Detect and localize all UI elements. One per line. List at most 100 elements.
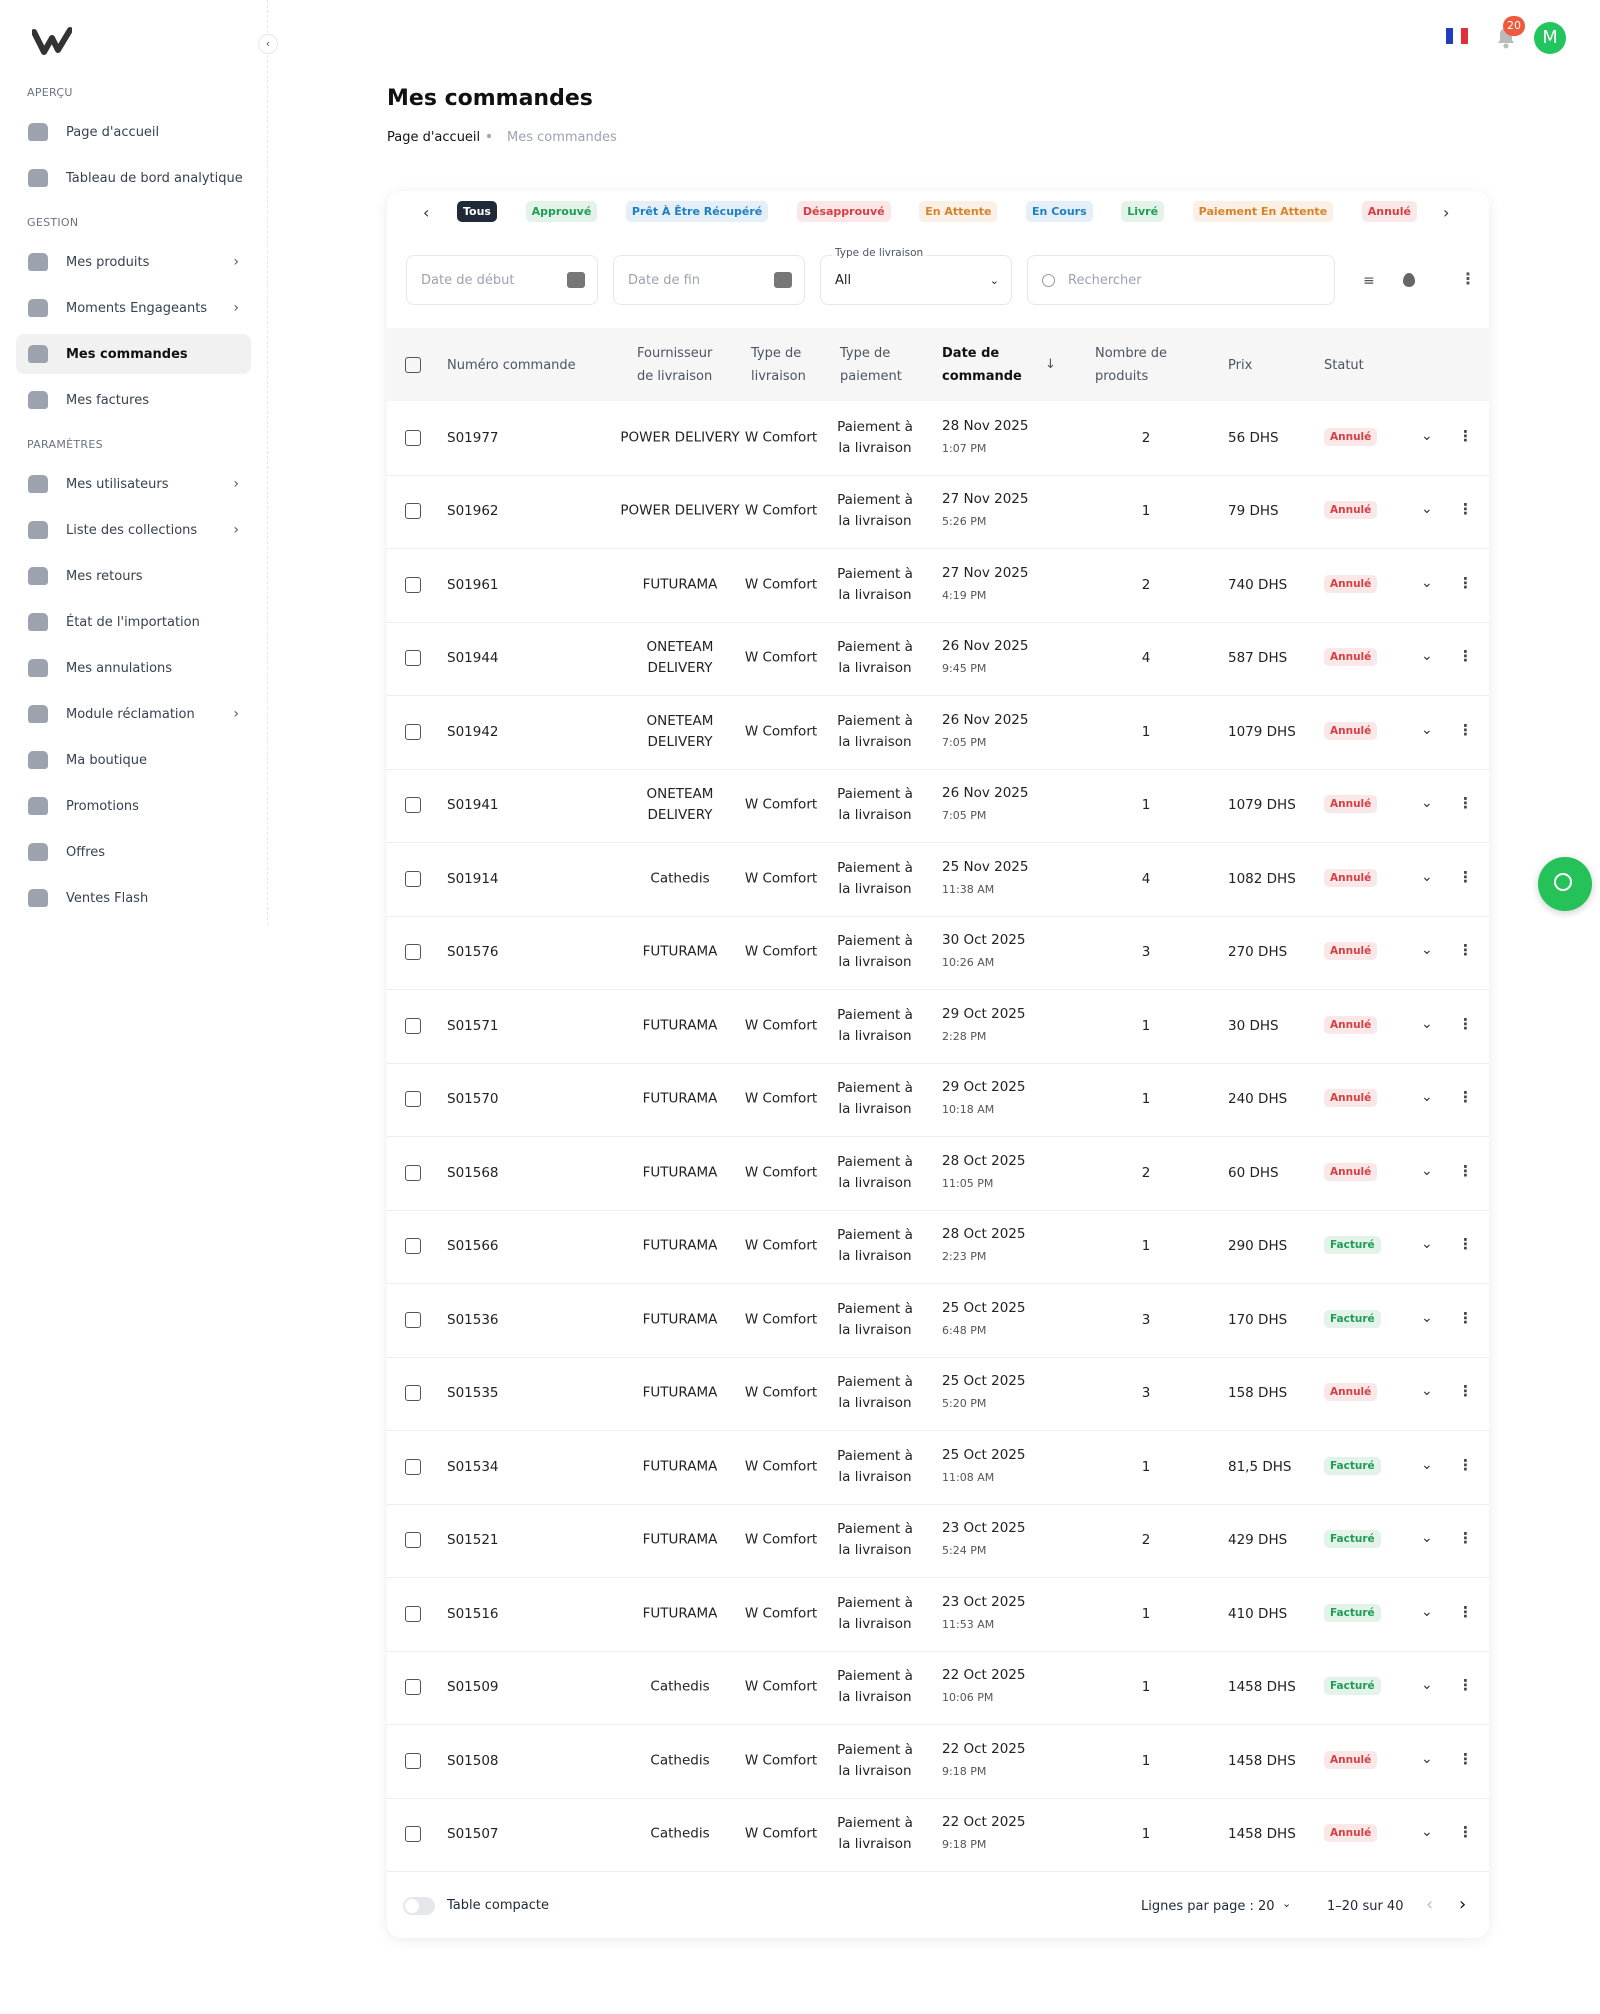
nav-item[interactable]: Page d'accueil	[16, 112, 251, 152]
expand-button[interactable]: ⌄	[1421, 574, 1433, 591]
row-menu[interactable]: ⋮	[1458, 500, 1473, 519]
row-checkbox[interactable]	[405, 1385, 421, 1402]
row-menu[interactable]: ⋮	[1458, 1161, 1473, 1180]
row-checkbox[interactable]	[405, 1605, 421, 1622]
start-date[interactable]: Date de début	[406, 255, 598, 305]
row-menu[interactable]: ⋮	[1458, 1602, 1473, 1621]
status-tab[interactable]: Livré	[1121, 201, 1165, 222]
status-tab[interactable]: Paiement En Attente	[1192, 201, 1334, 222]
language-flag[interactable]	[1446, 28, 1468, 44]
sort-button[interactable]: ≡	[1363, 273, 1375, 289]
status-tab[interactable]: En Attente	[919, 201, 998, 222]
row-menu[interactable]: ⋮	[1458, 1308, 1473, 1327]
row-menu[interactable]: ⋮	[1458, 1014, 1473, 1033]
column-header[interactable]: Type de livraison	[751, 346, 806, 384]
row-checkbox[interactable]	[405, 1017, 421, 1034]
row-menu[interactable]: ⋮	[1458, 1382, 1473, 1401]
expand-button[interactable]: ⌄	[1421, 1824, 1433, 1841]
row-checkbox[interactable]	[405, 1311, 421, 1328]
row-menu[interactable]: ⋮	[1458, 426, 1473, 445]
row-menu[interactable]: ⋮	[1458, 867, 1473, 886]
row-checkbox[interactable]	[405, 1752, 421, 1769]
expand-button[interactable]: ⌄	[1421, 1015, 1433, 1032]
nav-item[interactable]: État de l'importation	[16, 602, 251, 642]
expand-button[interactable]: ⌄	[1421, 1309, 1433, 1326]
nav-item[interactable]: Ma boutique	[16, 740, 251, 780]
row-menu[interactable]: ⋮	[1458, 1455, 1473, 1474]
expand-button[interactable]: ⌄	[1421, 1383, 1433, 1400]
breadcrumb-link[interactable]: Page d'accueil	[387, 130, 481, 145]
expand-button[interactable]: ⌄	[1421, 1530, 1433, 1547]
status-tab[interactable]: Approuvé	[525, 201, 598, 222]
nav-item[interactable]: Mes factures	[16, 380, 251, 420]
expand-button[interactable]: ⌄	[1421, 1456, 1433, 1473]
row-checkbox[interactable]	[405, 1458, 421, 1475]
end-date[interactable]: Date de fin	[613, 255, 805, 305]
compact-toggle[interactable]	[403, 1897, 435, 1915]
expand-button[interactable]: ⌄	[1421, 795, 1433, 812]
rows-per-page-select[interactable]: 20	[1258, 1899, 1275, 1914]
row-checkbox[interactable]	[405, 1164, 421, 1181]
column-header[interactable]: Fournisseur de livraison	[637, 346, 713, 384]
more-button[interactable]: ⋮	[1460, 269, 1476, 288]
column-header[interactable]: Type de paiement	[840, 346, 902, 384]
status-tab[interactable]: Prêt À Être Récupéré	[625, 201, 769, 222]
expand-button[interactable]: ⌄	[1421, 427, 1433, 444]
row-menu[interactable]: ⋮	[1458, 1823, 1473, 1842]
status-tab[interactable]: En Cours	[1026, 201, 1093, 222]
row-menu[interactable]: ⋮	[1458, 1088, 1473, 1107]
nav-item[interactable]: Liste des collections ›	[16, 510, 251, 550]
column-header[interactable]: Statut	[1324, 357, 1364, 373]
collapse-button[interactable]: ‹	[258, 34, 278, 54]
column-header[interactable]: Nombre de produits	[1095, 346, 1168, 384]
delivery-type-select[interactable]: All ⌄	[820, 255, 1012, 305]
row-menu[interactable]: ⋮	[1458, 1749, 1473, 1768]
nav-item[interactable]: Mes retours	[16, 556, 251, 596]
nav-item[interactable]: Offres	[16, 832, 251, 872]
row-menu[interactable]: ⋮	[1458, 720, 1473, 739]
expand-button[interactable]: ⌄	[1421, 1089, 1433, 1106]
row-checkbox[interactable]	[405, 1679, 421, 1696]
expand-button[interactable]: ⌄	[1421, 648, 1433, 665]
avatar[interactable]: M	[1534, 22, 1566, 54]
row-checkbox[interactable]	[405, 650, 421, 667]
nav-item[interactable]: Ventes Flash	[16, 878, 251, 918]
nav-item[interactable]: Mes annulations	[16, 648, 251, 688]
row-checkbox[interactable]	[405, 797, 421, 814]
row-menu[interactable]: ⋮	[1458, 573, 1473, 592]
tabs-prev[interactable]: ‹	[423, 203, 430, 222]
column-header[interactable]: Prix	[1228, 357, 1253, 373]
row-checkbox[interactable]	[405, 1238, 421, 1255]
expand-button[interactable]: ⌄	[1421, 1750, 1433, 1767]
sort-arrow[interactable]: ↓	[1045, 357, 1056, 372]
row-checkbox[interactable]	[405, 576, 421, 593]
row-checkbox[interactable]	[405, 870, 421, 887]
next-page[interactable]: ›	[1459, 1894, 1467, 1915]
expand-button[interactable]: ⌄	[1421, 1677, 1433, 1694]
expand-button[interactable]: ⌄	[1421, 501, 1433, 518]
expand-button[interactable]: ⌄	[1421, 942, 1433, 959]
location-button[interactable]	[1403, 273, 1415, 287]
status-tab[interactable]: Désapprouvé	[796, 201, 891, 222]
expand-button[interactable]: ⌄	[1421, 1236, 1433, 1253]
logo[interactable]	[32, 26, 72, 56]
tabs-next[interactable]: ›	[1443, 203, 1450, 222]
status-tab[interactable]: Tous	[457, 201, 497, 222]
row-menu[interactable]: ⋮	[1458, 647, 1473, 666]
header-checkbox[interactable]	[405, 357, 421, 373]
nav-item[interactable]: Moments Engageants ›	[16, 288, 251, 328]
row-menu[interactable]: ⋮	[1458, 941, 1473, 960]
expand-button[interactable]: ⌄	[1421, 868, 1433, 885]
expand-button[interactable]: ⌄	[1421, 1603, 1433, 1620]
row-checkbox[interactable]	[405, 503, 421, 520]
row-checkbox[interactable]	[405, 1826, 421, 1843]
nav-item[interactable]: Promotions	[16, 786, 251, 826]
row-checkbox[interactable]	[405, 944, 421, 961]
expand-button[interactable]: ⌄	[1421, 721, 1433, 738]
row-menu[interactable]: ⋮	[1458, 1676, 1473, 1695]
status-tab[interactable]: Annulé	[1361, 201, 1417, 222]
nav-item[interactable]: Mes commandes	[16, 334, 251, 374]
expand-button[interactable]: ⌄	[1421, 1162, 1433, 1179]
nav-item[interactable]: Mes utilisateurs ›	[16, 464, 251, 504]
nav-item[interactable]: Module réclamation ›	[16, 694, 251, 734]
